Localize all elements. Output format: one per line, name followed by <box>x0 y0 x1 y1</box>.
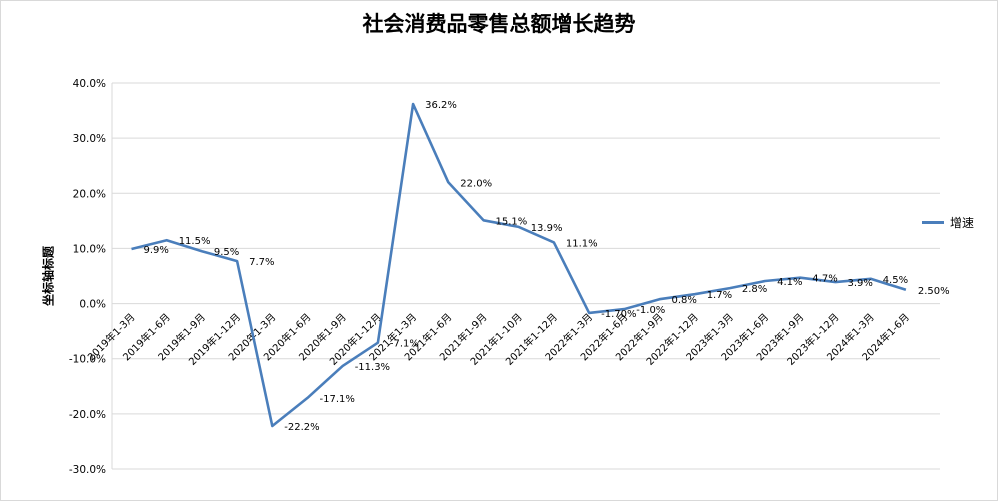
data-label: 22.0% <box>460 178 492 189</box>
data-label: 13.9% <box>531 223 563 234</box>
data-label: 11.5% <box>179 236 211 247</box>
y-tick-label: 10.0% <box>73 243 106 255</box>
x-axis-ticks: 2019年1-3月2019年1-6月2019年1-9月2019年1-12月202… <box>85 311 912 368</box>
data-labels: 9.9% 11.5%9.5% 7.7% -22.2% -17.1% -11.3% -7.1%… <box>144 100 950 433</box>
data-label: -1.70% <box>601 309 636 320</box>
data-label: 3.9% <box>848 278 873 289</box>
data-label: 9.9% <box>144 245 169 256</box>
data-label: 0.8% <box>672 295 697 306</box>
legend: 增速 <box>922 214 974 231</box>
y-tick-label: -10.0% <box>69 354 106 366</box>
data-label: 9.5% <box>214 247 239 258</box>
legend-label: 增速 <box>950 216 975 230</box>
data-label: 2.8% <box>742 284 767 295</box>
data-label: 15.1% <box>496 216 528 227</box>
data-label: -17.1% <box>320 394 355 405</box>
y-tick-label: 40.0% <box>73 78 106 90</box>
y-axis-ticks: 40.0% 30.0% 20.0% 10.0% 0.0% -10.0% -20.0% -30.… <box>69 78 106 476</box>
data-label: 4.1% <box>777 277 802 288</box>
data-label: 1.7% <box>707 290 732 301</box>
series-line-group <box>131 102 907 428</box>
data-label: 2.50% <box>918 286 950 297</box>
data-label: -1.0% <box>636 305 665 316</box>
legend-swatch <box>922 221 944 224</box>
y-tick-label: 20.0% <box>73 188 106 200</box>
data-label: -11.3% <box>355 362 390 373</box>
data-label: 11.1% <box>566 238 598 249</box>
data-label: 36.2% <box>425 100 457 111</box>
data-label: -7.1% <box>390 339 419 350</box>
series-line <box>131 102 907 428</box>
chart-title: 社会消费品零售总额增长趋势 <box>362 12 636 36</box>
data-label: 7.7% <box>249 257 274 268</box>
y-tick-label: 0.0% <box>79 299 106 311</box>
data-label: -22.2% <box>284 422 319 433</box>
y-tick-label: -30.0% <box>69 464 106 476</box>
data-label: 4.7% <box>812 274 837 285</box>
gridlines <box>111 82 940 470</box>
data-label: 4.5% <box>883 275 908 286</box>
y-tick-label: -20.0% <box>69 409 106 421</box>
y-tick-label: 30.0% <box>73 133 106 145</box>
